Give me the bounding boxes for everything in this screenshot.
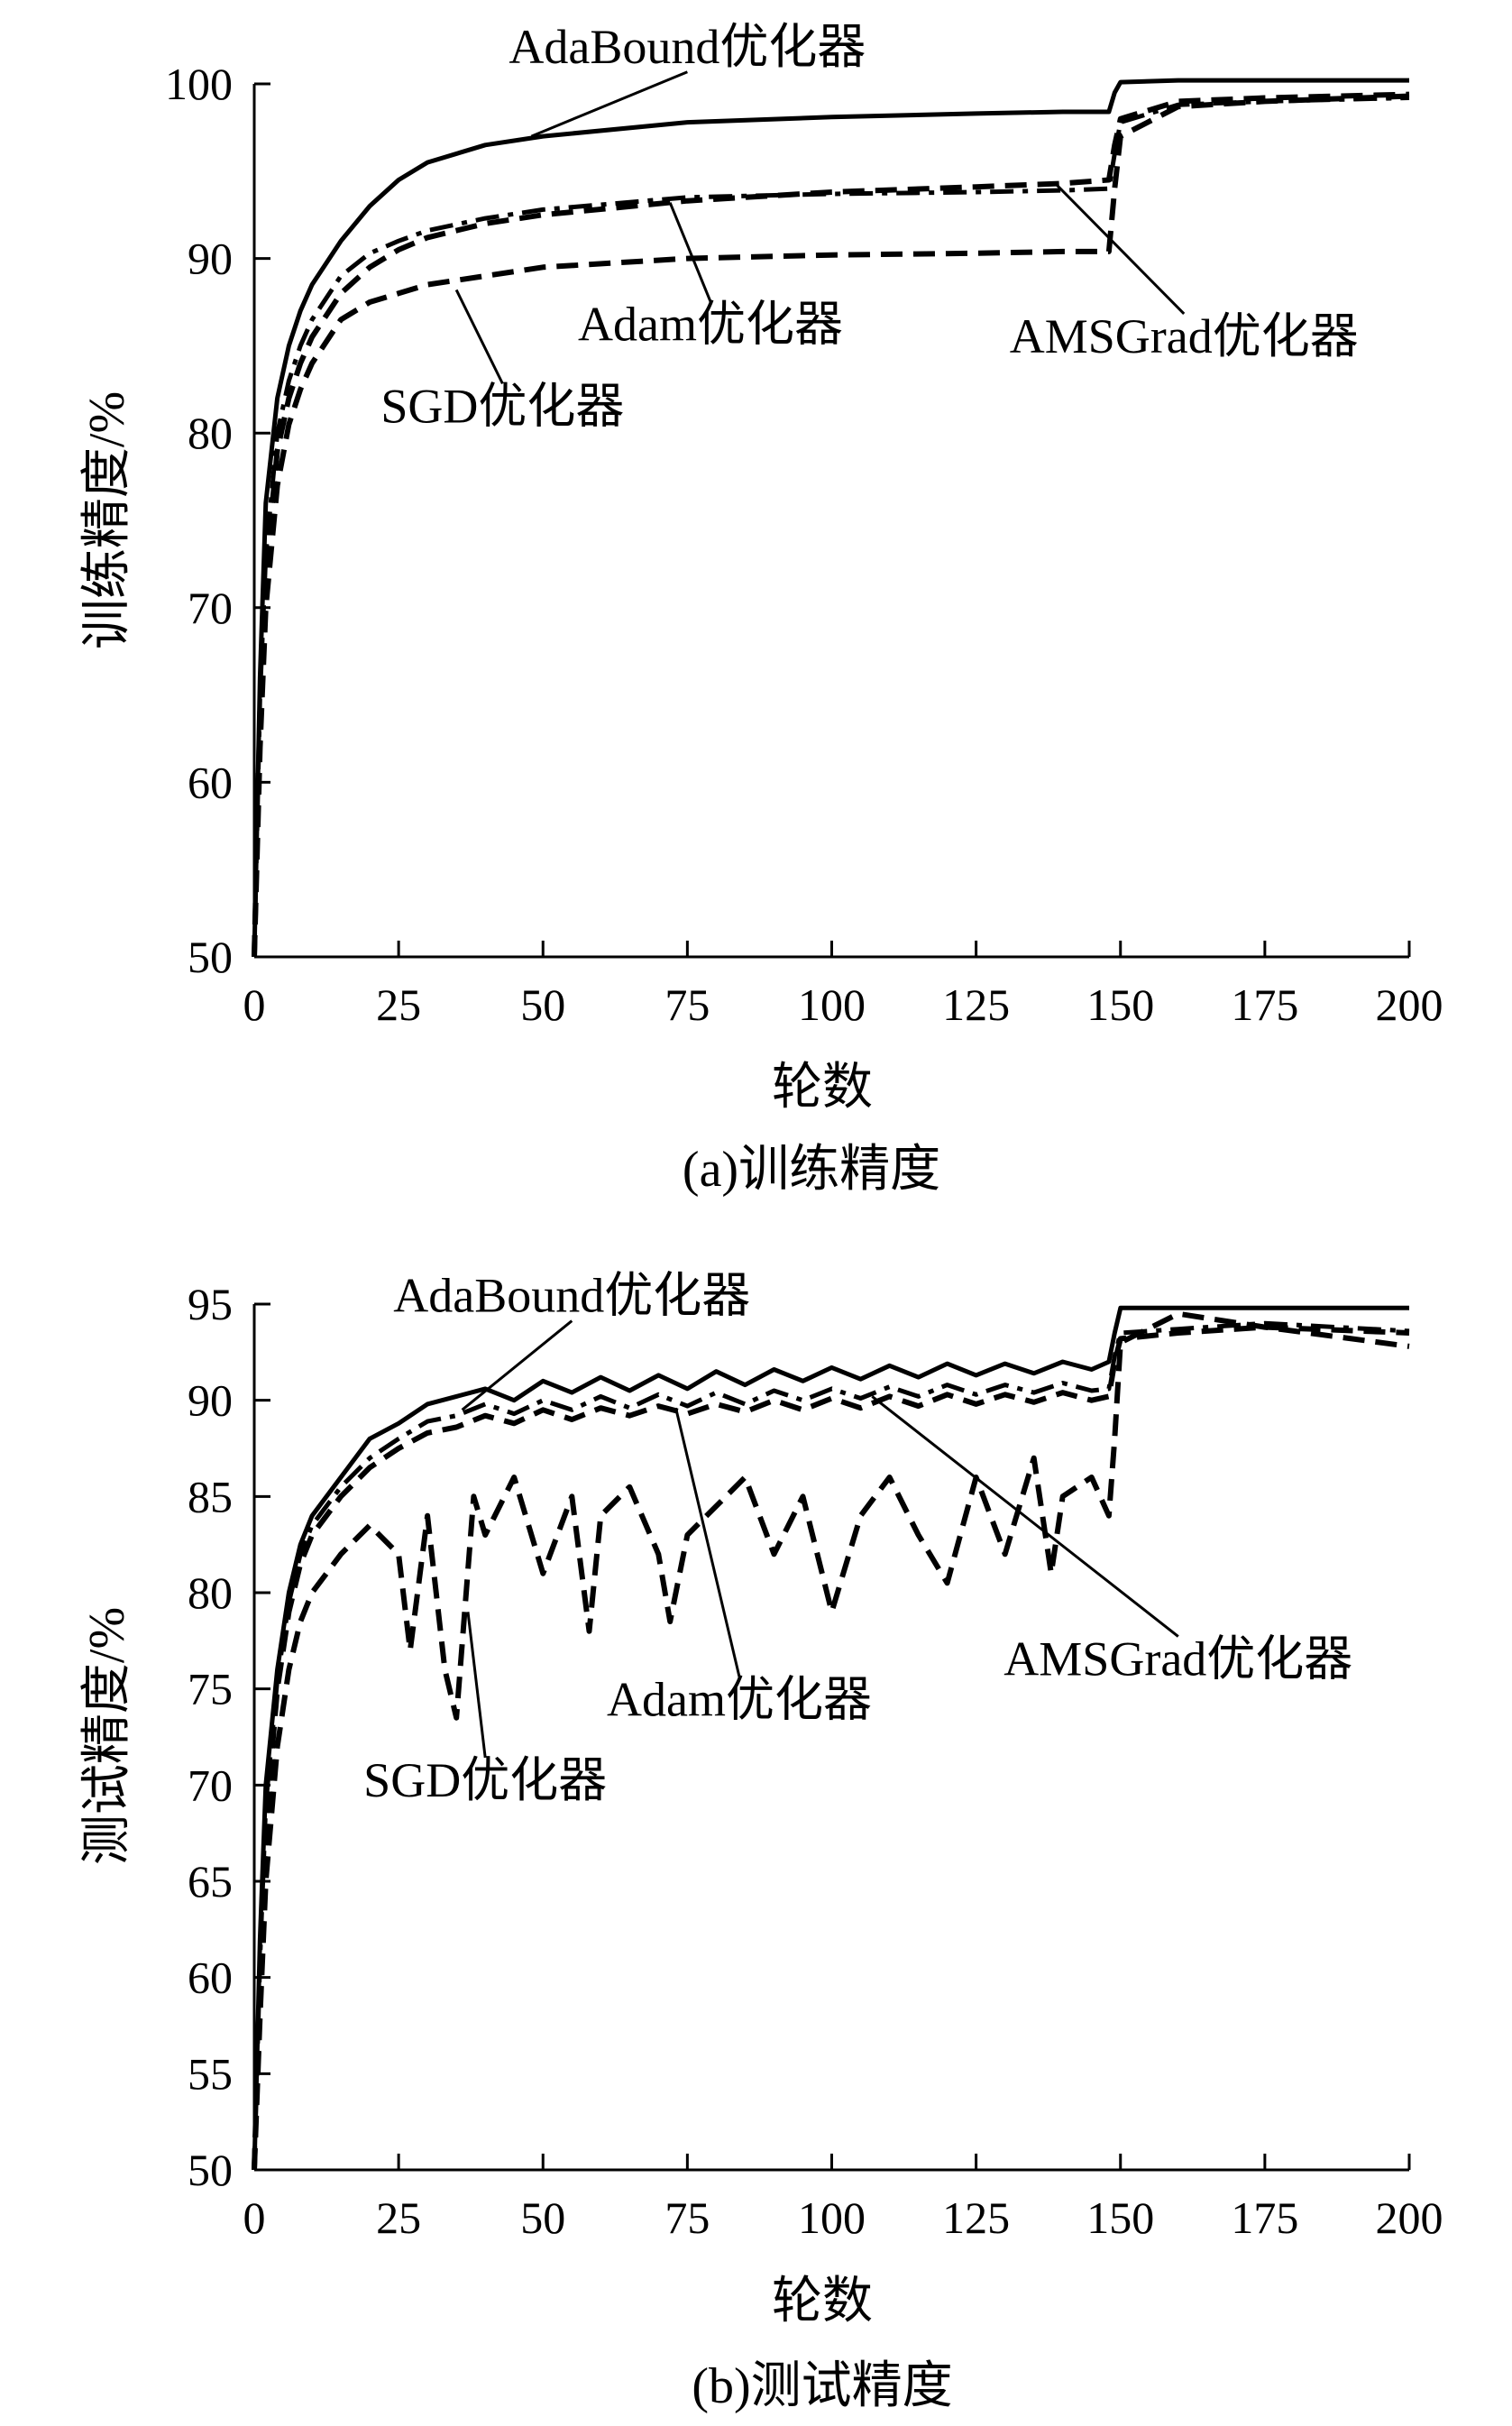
chart-caption: (a)训练精度 bbox=[683, 1142, 940, 1198]
x-tick-label: 200 bbox=[1376, 2192, 1443, 2243]
y-tick-label: 75 bbox=[188, 1664, 233, 1714]
x-tick-label: 75 bbox=[664, 979, 710, 1030]
x-tick-label: 150 bbox=[1086, 2192, 1154, 2243]
series-line-sgd bbox=[252, 1310, 1410, 2171]
x-tick-label: 100 bbox=[798, 2192, 866, 2243]
y-tick-label: 60 bbox=[188, 757, 233, 807]
x-axis-title: 轮数 bbox=[772, 2274, 873, 2330]
series-line-adam bbox=[252, 91, 1410, 958]
x-tick-label: 125 bbox=[942, 2192, 1010, 2243]
x-tick-label: 25 bbox=[376, 979, 421, 1030]
y-axis-title: 训练精度/% bbox=[79, 391, 135, 649]
x-tick-label: 200 bbox=[1376, 979, 1443, 1030]
series-line-sgd bbox=[252, 93, 1410, 958]
x-tick-label: 0 bbox=[243, 979, 266, 1030]
x-tick-label: 25 bbox=[376, 2192, 421, 2243]
annotation-leader-line bbox=[1056, 184, 1186, 315]
y-tick-label: 90 bbox=[188, 1375, 233, 1426]
annotation-label: SGD优化器 bbox=[363, 1753, 607, 1807]
y-tick-label: 95 bbox=[188, 1279, 233, 1329]
y-tick-label: 50 bbox=[188, 932, 233, 982]
x-ticks-b: 0 25 50 75 100 125 150 175 200 bbox=[243, 2154, 1443, 2243]
x-tick-label: 150 bbox=[1086, 979, 1154, 1030]
x-axis-title: 轮数 bbox=[772, 1060, 873, 1116]
series-line-amsgrad bbox=[252, 1320, 1410, 2171]
annotation-leader-line bbox=[871, 1395, 1179, 1638]
y-axis-title: 测试精度/% bbox=[79, 1607, 135, 1865]
series-line-adam bbox=[252, 1324, 1410, 2171]
y-tick-label: 100 bbox=[165, 59, 233, 109]
x-tick-label: 50 bbox=[520, 979, 565, 1030]
series-lines-b bbox=[252, 1305, 1410, 2171]
y-tick-label: 65 bbox=[188, 1856, 233, 1907]
series-line-adabound bbox=[252, 78, 1409, 958]
x-tick-label: 0 bbox=[243, 2192, 266, 2243]
annotation-leader-line bbox=[466, 1612, 487, 1759]
y-ticks-b: 50 55 60 65 70 75 80 85 90 95 bbox=[188, 1279, 270, 2195]
x-tick-label: 75 bbox=[664, 2192, 710, 2243]
annotation-leader-line bbox=[668, 202, 712, 302]
x-ticks-a: 0 25 50 75 100 125 150 175 200 bbox=[243, 941, 1443, 1030]
annotation-leader-line bbox=[461, 1319, 573, 1411]
annotation-label: Adam优化器 bbox=[578, 298, 843, 352]
annotation-leader-line bbox=[454, 289, 504, 385]
y-tick-label: 70 bbox=[188, 1760, 233, 1810]
y-ticks-a: 50 60 70 80 90 100 bbox=[165, 59, 270, 982]
series-lines-a bbox=[252, 78, 1410, 958]
annotation-leader-line bbox=[530, 70, 688, 138]
x-tick-label: 100 bbox=[798, 979, 866, 1030]
y-tick-label: 55 bbox=[188, 2048, 233, 2099]
y-tick-label: 85 bbox=[188, 1471, 233, 1521]
y-tick-label: 70 bbox=[188, 583, 233, 633]
y-tick-label: 80 bbox=[188, 1567, 233, 1618]
x-tick-label: 175 bbox=[1231, 979, 1298, 1030]
annotation-label: AMSGrad优化器 bbox=[1010, 309, 1359, 363]
annotation-label: SGD优化器 bbox=[380, 380, 624, 434]
annotation-label: AdaBound优化器 bbox=[509, 20, 866, 74]
y-tick-label: 90 bbox=[188, 234, 233, 284]
chart-caption: (b)测试精度 bbox=[692, 2358, 952, 2414]
annotation-label: Adam优化器 bbox=[607, 1673, 872, 1727]
series-line-amsgrad bbox=[252, 96, 1410, 958]
chart-panel-a: AdaBound优化器 Adam优化器 SGD优化器 AMSGrad优化器 0 25 50… bbox=[79, 20, 1443, 1198]
x-tick-label: 50 bbox=[520, 2192, 565, 2243]
annotation-leader-line bbox=[674, 1407, 741, 1677]
y-tick-label: 80 bbox=[188, 408, 233, 458]
x-tick-label: 125 bbox=[942, 979, 1010, 1030]
y-tick-label: 50 bbox=[188, 2145, 233, 2195]
x-tick-label: 175 bbox=[1231, 2192, 1298, 2243]
annotation-label: AMSGrad优化器 bbox=[1003, 1632, 1352, 1686]
y-tick-label: 60 bbox=[188, 1953, 233, 2003]
series-line-adabound bbox=[252, 1305, 1409, 2171]
annotations-a: AdaBound优化器 Adam优化器 SGD优化器 AMSGrad优化器 bbox=[380, 20, 1358, 434]
annotation-label: AdaBound优化器 bbox=[393, 1269, 750, 1323]
